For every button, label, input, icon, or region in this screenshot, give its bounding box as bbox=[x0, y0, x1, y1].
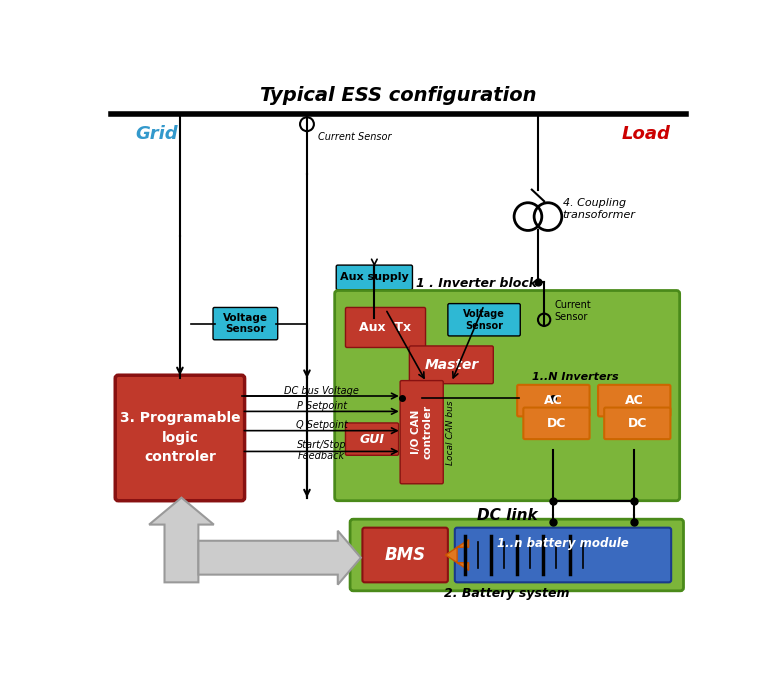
Text: DC link: DC link bbox=[477, 508, 538, 523]
Text: Current Sensor: Current Sensor bbox=[318, 132, 392, 143]
Text: 1..n battery module: 1..n battery module bbox=[497, 537, 629, 550]
Text: Q Setpoint: Q Setpoint bbox=[296, 420, 347, 430]
Text: Grid: Grid bbox=[135, 125, 178, 143]
Text: DC bus Voltage: DC bus Voltage bbox=[284, 385, 359, 396]
FancyBboxPatch shape bbox=[362, 528, 448, 582]
Text: Aux supply: Aux supply bbox=[340, 272, 409, 282]
Text: Current
Sensor: Current Sensor bbox=[554, 301, 591, 322]
FancyBboxPatch shape bbox=[455, 528, 671, 582]
FancyBboxPatch shape bbox=[524, 408, 590, 439]
Text: P Setpoint: P Setpoint bbox=[297, 401, 347, 411]
Text: Master: Master bbox=[424, 358, 479, 372]
Text: Load: Load bbox=[622, 125, 671, 143]
Text: 1..N Inverters: 1..N Inverters bbox=[531, 372, 618, 382]
FancyBboxPatch shape bbox=[400, 381, 443, 484]
Polygon shape bbox=[149, 498, 214, 582]
FancyBboxPatch shape bbox=[346, 423, 399, 456]
Text: Voltage
Sensor: Voltage Sensor bbox=[463, 309, 505, 331]
Text: Local CAN bus: Local CAN bus bbox=[447, 400, 455, 464]
FancyBboxPatch shape bbox=[409, 346, 493, 384]
FancyBboxPatch shape bbox=[350, 519, 684, 591]
Text: 3. Programable
logic
controler: 3. Programable logic controler bbox=[120, 411, 240, 464]
FancyBboxPatch shape bbox=[448, 303, 521, 336]
Text: Typical ESS configuration: Typical ESS configuration bbox=[260, 86, 536, 105]
Text: I/O CAN
controler: I/O CAN controler bbox=[411, 405, 433, 459]
Text: GUI: GUI bbox=[360, 432, 385, 445]
Polygon shape bbox=[198, 531, 361, 584]
Polygon shape bbox=[445, 539, 469, 570]
Text: Voltage
Sensor: Voltage Sensor bbox=[223, 313, 268, 334]
Text: AC: AC bbox=[544, 394, 563, 407]
FancyBboxPatch shape bbox=[346, 308, 426, 348]
FancyBboxPatch shape bbox=[605, 408, 671, 439]
Text: AC: AC bbox=[625, 394, 643, 407]
Text: BMS: BMS bbox=[385, 546, 426, 564]
Text: 1 . Inverter block: 1 . Inverter block bbox=[416, 277, 537, 290]
Text: 2. Battery system: 2. Battery system bbox=[444, 587, 570, 600]
FancyBboxPatch shape bbox=[213, 308, 277, 340]
FancyBboxPatch shape bbox=[115, 375, 245, 501]
Text: DC: DC bbox=[628, 417, 647, 430]
Text: Aux  Tx: Aux Tx bbox=[360, 321, 412, 334]
Text: DC: DC bbox=[547, 417, 566, 430]
FancyBboxPatch shape bbox=[598, 385, 671, 417]
Text: 4. Coupling
transoformer: 4. Coupling transoformer bbox=[563, 198, 636, 220]
FancyBboxPatch shape bbox=[336, 265, 413, 290]
Text: Start/Stop: Start/Stop bbox=[297, 441, 347, 450]
Text: Feedback: Feedback bbox=[298, 451, 345, 461]
FancyBboxPatch shape bbox=[517, 385, 590, 417]
FancyBboxPatch shape bbox=[335, 291, 680, 501]
